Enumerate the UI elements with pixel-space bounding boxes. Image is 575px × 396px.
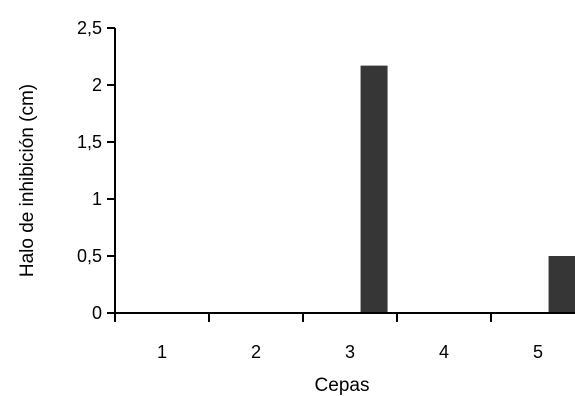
bar-5 — [548, 256, 575, 313]
x-axis-label: Cepas — [315, 375, 370, 396]
y-tick-label: 0 — [92, 303, 102, 323]
x-tick-label: 1 — [157, 342, 167, 362]
x-tick-label: 3 — [345, 342, 355, 362]
y-tick-label: 1,5 — [77, 132, 102, 152]
y-ticks: 0 0,5 1 1,5 2 2,5 — [77, 18, 115, 323]
y-tick-label: 0,5 — [77, 246, 102, 266]
y-axis-label: Halo de inhibición (cm) — [17, 84, 38, 277]
y-tick-label: 2,5 — [77, 18, 102, 38]
x-tick-label: 5 — [533, 342, 543, 362]
x-tick-label: 4 — [439, 342, 449, 362]
bars — [360, 65, 575, 314]
y-tick-label: 1 — [92, 189, 102, 209]
x-tick-label: 2 — [251, 342, 261, 362]
y-tick-label: 2 — [92, 75, 102, 95]
x-ticks: 1 2 3 4 5 — [114, 313, 543, 362]
bar-3 — [360, 65, 388, 314]
